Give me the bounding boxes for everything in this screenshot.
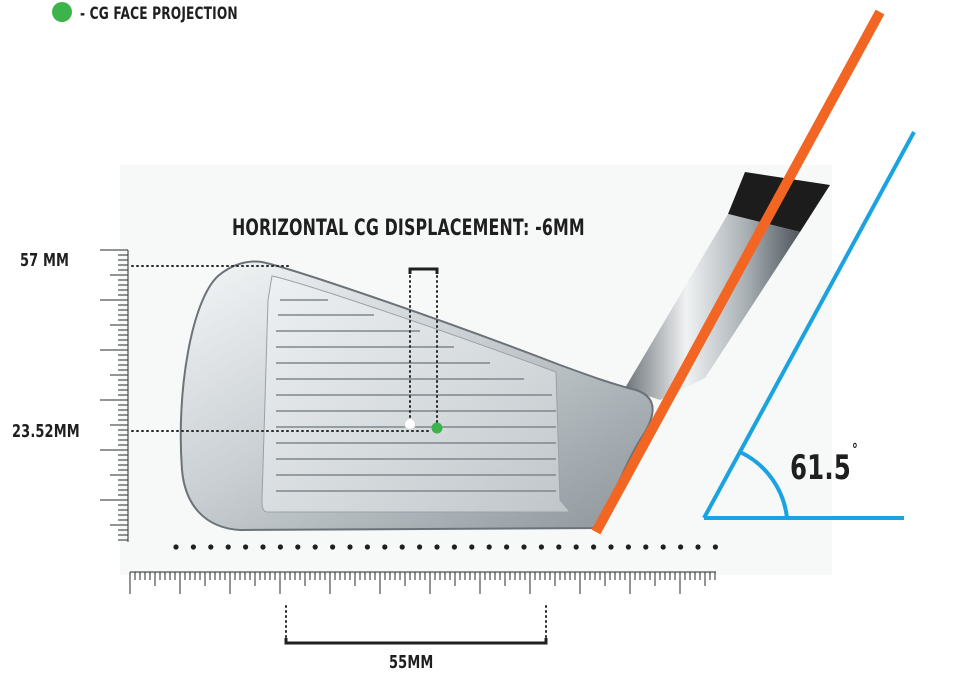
face-center-point <box>404 418 416 430</box>
sole-dot <box>538 544 545 550</box>
sole-dot <box>260 544 266 550</box>
top-height-label: 57 MM <box>20 250 70 271</box>
sole-dot <box>521 544 527 550</box>
displacement-bracket <box>408 267 439 274</box>
horizontal-cg-displacement-label: HORIZONTAL CG DISPLACEMENT: -6MM <box>232 216 585 241</box>
sole-dot <box>243 544 249 550</box>
sole-dot <box>643 544 649 550</box>
sole-dot <box>295 544 301 550</box>
sole-dot <box>277 544 283 550</box>
sole-dot <box>190 544 196 550</box>
sole-dot <box>469 544 475 550</box>
shaft-axis-line <box>591 9 885 535</box>
angle-arc <box>739 450 789 519</box>
sole-dot <box>608 544 614 550</box>
sole-dot <box>382 544 388 550</box>
cg-height-label: 23.52MM <box>12 421 80 442</box>
lie-angle-label: 61.5 <box>790 448 851 488</box>
sole-dot <box>225 544 231 550</box>
cg-point <box>431 422 443 434</box>
width-bracket <box>284 638 548 645</box>
face-width-label: 55MM <box>389 652 434 673</box>
club-head <box>179 260 654 532</box>
sole-dot <box>330 544 336 550</box>
sole-dot <box>573 544 579 550</box>
sole-dot <box>173 544 179 550</box>
sole-dot <box>399 544 405 550</box>
vertical-ruler <box>100 249 129 542</box>
sole-dot <box>434 544 440 550</box>
sole-dot <box>678 544 684 550</box>
sole-dot <box>364 544 370 550</box>
horizontal-ruler <box>129 571 716 594</box>
sole-dot <box>556 544 562 550</box>
sole-dot <box>347 544 353 550</box>
sole-dot <box>504 544 510 550</box>
sole-dot <box>312 544 318 550</box>
sole-dot <box>486 544 492 550</box>
sole-dot <box>591 544 597 550</box>
sole-dot <box>660 544 666 550</box>
cg-legend-icon <box>52 2 72 22</box>
legend-label: - CG FACE PROJECTION <box>80 4 238 24</box>
sole-dot <box>625 544 632 550</box>
sole-dot-line <box>173 544 719 550</box>
sole-dot <box>712 544 719 550</box>
sole-dot <box>695 544 701 550</box>
sole-dot <box>208 544 214 550</box>
angle-shaft-reference-line <box>702 131 916 519</box>
lie-angle-lines <box>591 9 916 535</box>
sole-dot <box>417 544 423 550</box>
degree-symbol: ° <box>852 440 858 459</box>
score-lines <box>276 299 556 492</box>
sole-dot <box>451 544 457 550</box>
dotted-guides <box>131 265 547 641</box>
